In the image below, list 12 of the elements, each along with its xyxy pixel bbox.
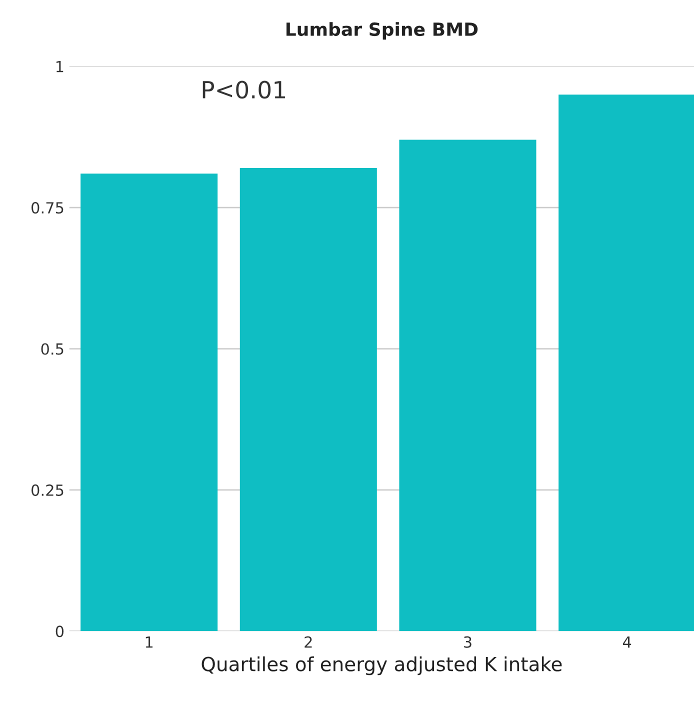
x-tick-label: 1: [146, 636, 153, 648]
x-tick-label: 4: [622, 636, 632, 648]
x-tick-label: 3: [464, 636, 472, 648]
x-axis-title: Quartiles of energy adjusted K intake: [202, 656, 562, 676]
y-tick-label: 0.75: [32, 202, 64, 214]
y-tick-label: 0: [56, 626, 64, 638]
annotation: P<0.01: [202, 80, 285, 99]
y-tick-label: 0.25: [32, 484, 64, 496]
x-tick-label: 2: [304, 636, 312, 648]
y-tick-label: 1: [56, 61, 64, 72]
chart-title: Lumbar Spine BMD: [286, 22, 478, 40]
y-tick-label: 0.5: [41, 343, 64, 355]
